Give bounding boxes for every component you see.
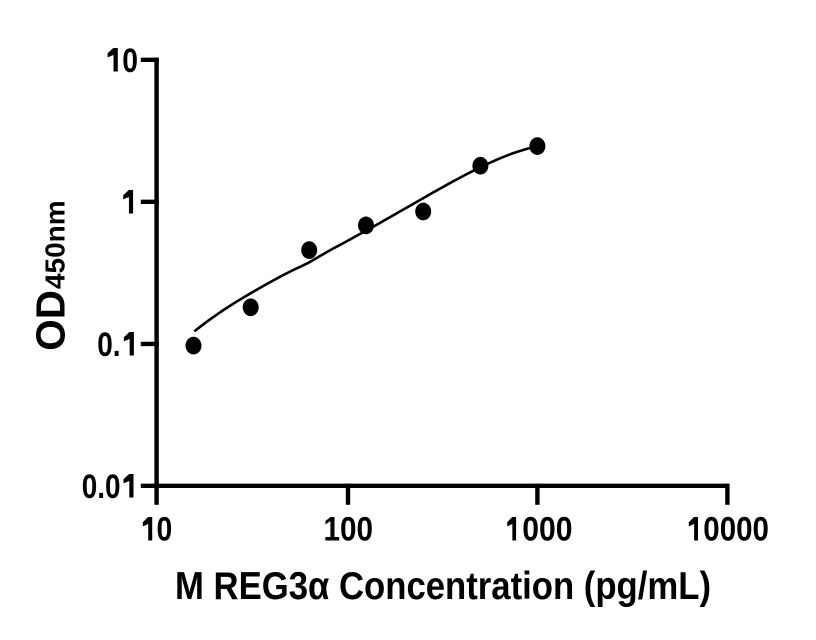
svg-text:100: 100 [323, 511, 373, 549]
svg-text:M REG3α Concentration (pg/mL): M REG3α Concentration (pg/mL) [175, 565, 711, 608]
